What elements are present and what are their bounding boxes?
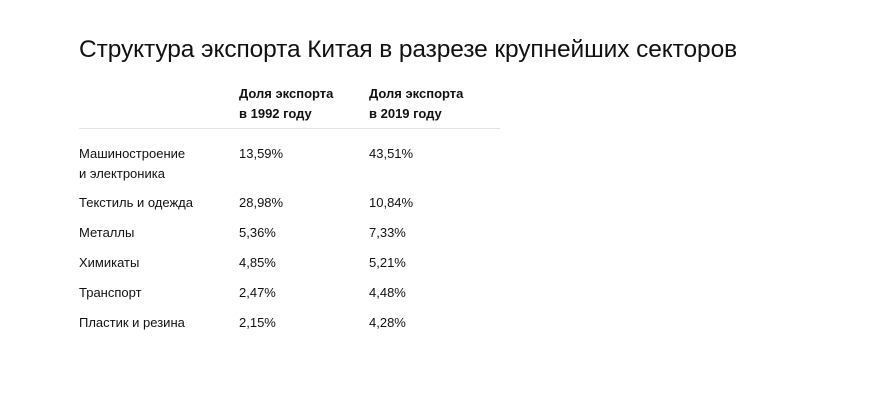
- share-2019: 4,48%: [369, 285, 406, 300]
- share-2019: 43,51%: [369, 146, 414, 161]
- share-2019: 7,33%: [369, 225, 406, 240]
- sector-name: Текстиль и одежда: [79, 195, 193, 210]
- sector-name: Транспорт: [79, 285, 142, 300]
- share-2019: 10,84%: [369, 195, 414, 210]
- share-1992: 13,59%: [239, 146, 284, 161]
- sector-name-line2: и электроника: [79, 166, 165, 181]
- column-header-1992-line1: Доля экспорта: [239, 86, 334, 101]
- column-header-1992-line2: в 1992 году: [239, 106, 312, 121]
- share-1992: 5,36%: [239, 225, 276, 240]
- column-header-1992: Доля экспорта в 1992 году: [239, 84, 359, 124]
- sector-name-line1: Машиностроение: [79, 146, 186, 161]
- share-2019: 4,28%: [369, 315, 406, 330]
- column-header-2019-line1: Доля экспорта: [369, 86, 464, 101]
- table-header: Доля экспорта в 1992 году Доля экспорта …: [79, 84, 500, 129]
- column-header-2019: Доля экспорта в 2019 году: [369, 84, 489, 124]
- share-1992: 28,98%: [239, 195, 284, 210]
- share-1992: 2,47%: [239, 285, 276, 300]
- column-header-2019-line2: в 2019 году: [369, 106, 442, 121]
- sector-name: Химикаты: [79, 255, 140, 270]
- table-title: Структура экспорта Китая в разрезе крупн…: [79, 36, 738, 63]
- sector-name: Металлы: [79, 225, 135, 240]
- share-1992: 2,15%: [239, 315, 276, 330]
- share-2019: 5,21%: [369, 255, 406, 270]
- sector-name: Машиностроение и электроника: [79, 144, 229, 184]
- share-1992: 4,85%: [239, 255, 276, 270]
- export-structure-table: Доля экспорта в 1992 году Доля экспорта …: [79, 84, 500, 330]
- sector-name: Пластик и резина: [79, 315, 185, 330]
